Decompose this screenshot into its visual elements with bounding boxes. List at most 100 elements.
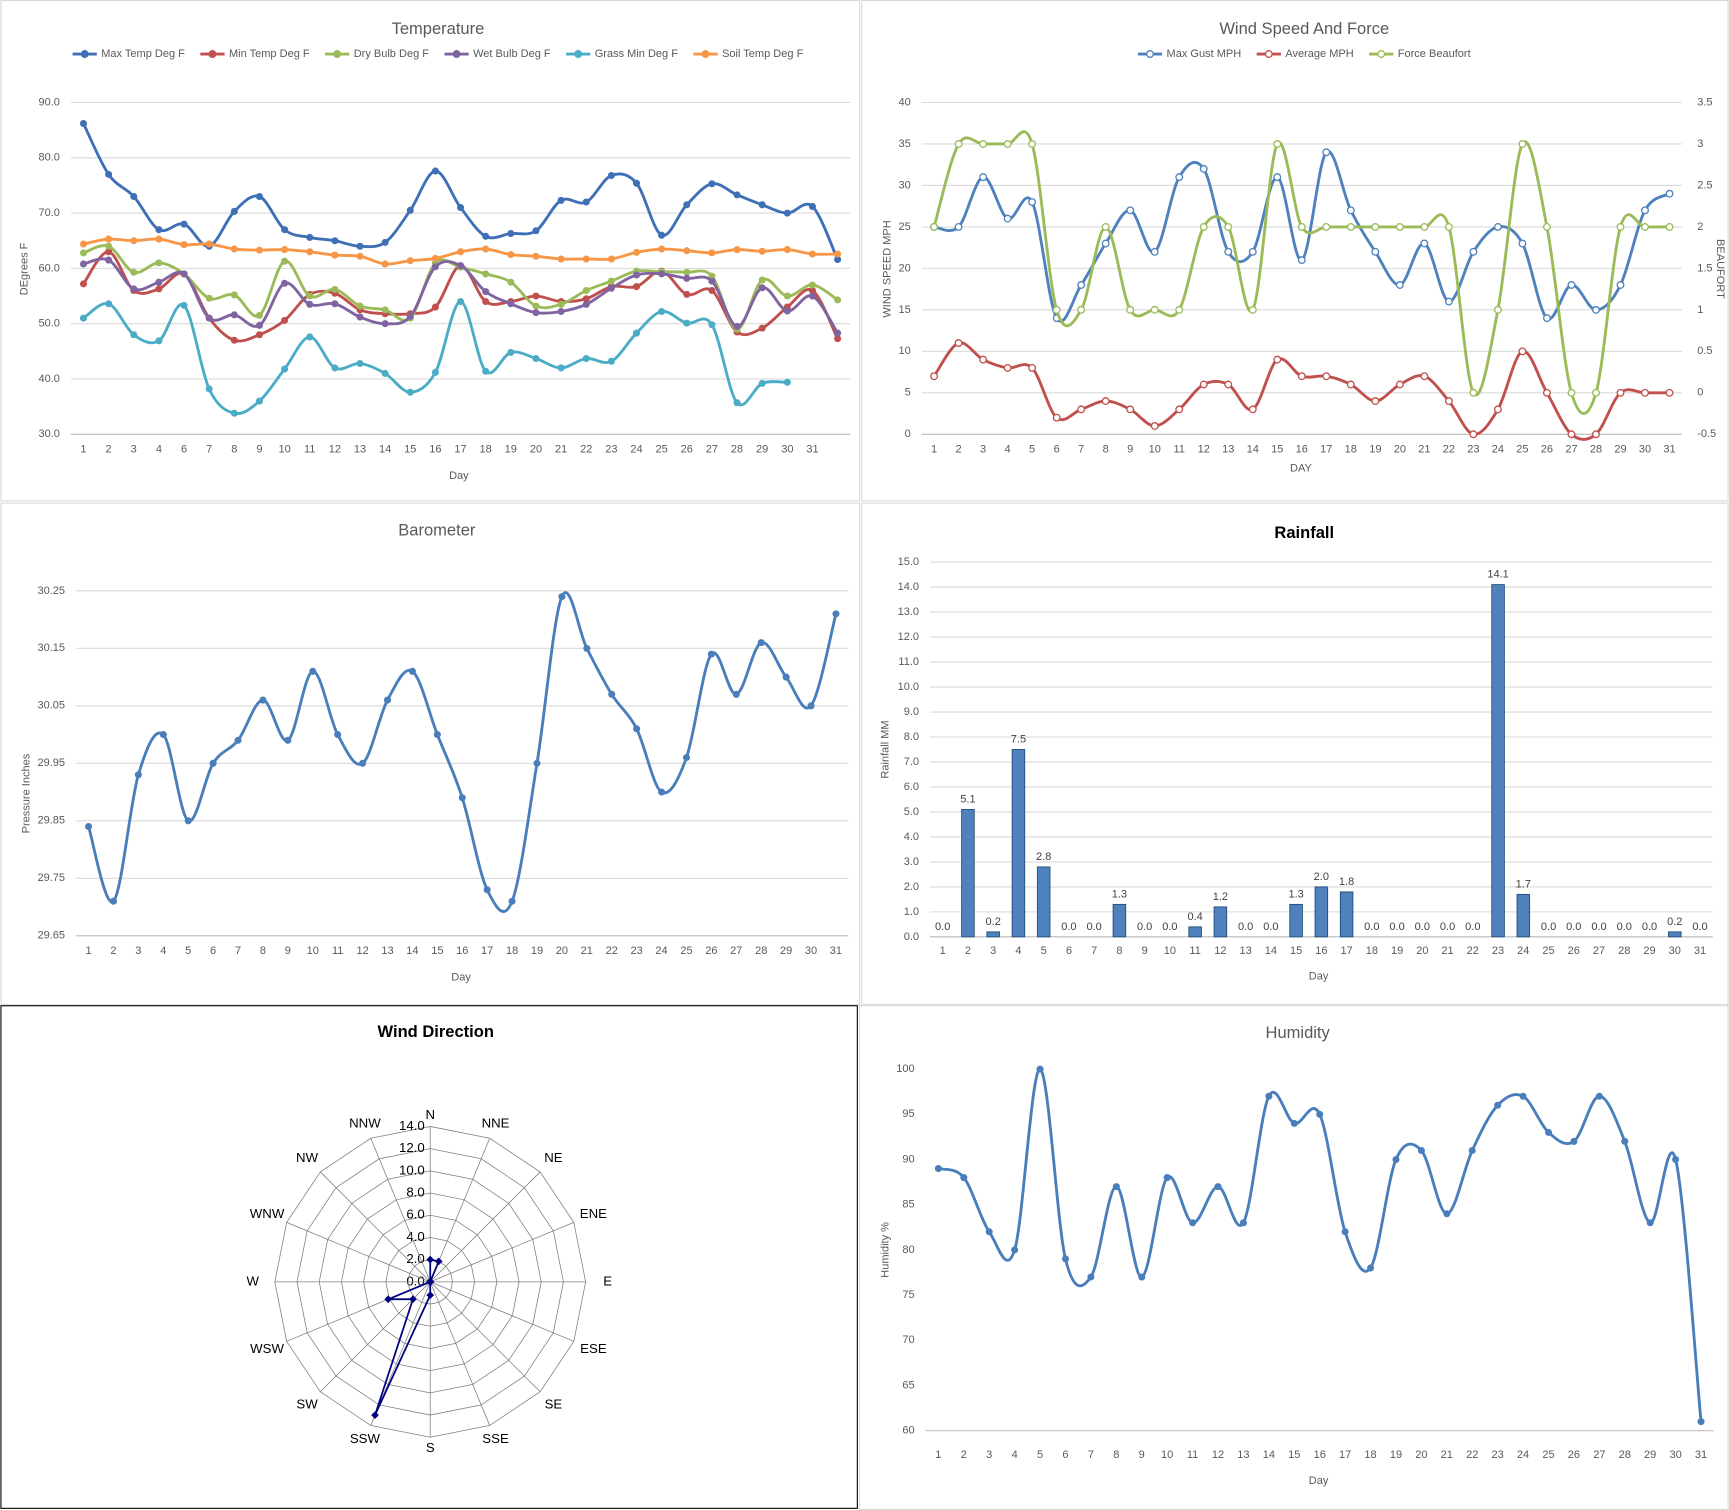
x-tick-label: 12: [329, 444, 341, 456]
data-point: [1395, 222, 1404, 231]
data-point: [205, 240, 213, 248]
data-point: [557, 196, 565, 204]
data-point: [1175, 173, 1184, 182]
data-point: [808, 286, 816, 295]
category-label: SW: [296, 1397, 318, 1412]
x-axis-label: DAY: [1290, 462, 1312, 474]
data-label: 0.0: [1541, 921, 1556, 933]
data-point: [331, 251, 339, 259]
x-tick-label: 26: [1541, 444, 1553, 456]
x-tick-label: 18: [480, 444, 492, 456]
spoke: [429, 1281, 491, 1426]
x-tick-label: 16: [1296, 444, 1308, 456]
data-point: [582, 295, 590, 303]
y-tick-label: 5.0: [904, 806, 919, 818]
x-tick-label: 31: [1694, 945, 1706, 957]
data-point: [1101, 222, 1110, 231]
data-point: [808, 281, 816, 289]
category-label: NNW: [349, 1116, 381, 1131]
y-tick-label: 7.0: [904, 756, 919, 768]
data-point: [708, 321, 716, 329]
x-tick-label: 8: [1103, 444, 1109, 456]
x-tick-label: 31: [1663, 444, 1675, 456]
data-point: [1443, 1210, 1451, 1218]
r-tick-label: 10.0: [399, 1162, 425, 1177]
y-tick-label: 25: [899, 221, 911, 233]
y-tick-label: 29.85: [38, 815, 66, 827]
x-tick-label: 5: [1037, 1449, 1043, 1461]
y2-tick-label: 2: [1697, 221, 1703, 233]
y-tick-label: 40: [899, 96, 911, 108]
series-line: [937, 1067, 1703, 1422]
x-tick-label: 27: [1565, 444, 1577, 456]
data-point: [1493, 222, 1502, 231]
spoke: [430, 1281, 574, 1342]
data-point: [431, 303, 439, 311]
data-point: [1417, 1146, 1425, 1154]
x-axis-label: Day: [1309, 1475, 1329, 1487]
bar: [986, 931, 1000, 938]
bar: [1011, 749, 1026, 938]
r-tick-label: 12.0: [399, 1140, 425, 1155]
x-tick-label: 11: [1174, 444, 1185, 456]
data-point: [1641, 388, 1649, 397]
data-point: [105, 170, 113, 178]
data-point: [381, 369, 389, 377]
category-label: SE: [545, 1397, 563, 1412]
data-point: [532, 292, 540, 300]
data-point: [1567, 430, 1576, 439]
data-point: [306, 300, 314, 308]
data-point: [783, 209, 791, 217]
data-point: [783, 246, 791, 254]
y-tick-label: 10: [899, 345, 911, 357]
x-tick-label: 14: [1247, 444, 1259, 456]
data-point: [607, 277, 615, 285]
y-tick-label: 29.95: [38, 757, 66, 769]
y-tick-label: 65: [902, 1379, 914, 1391]
legend-marker: [574, 50, 583, 58]
y2-tick-label: 3.5: [1697, 96, 1712, 108]
data-point: [960, 1174, 968, 1182]
data-point: [1239, 1219, 1247, 1227]
x-tick-label: 25: [680, 945, 692, 957]
data-point: [733, 191, 741, 199]
data-point: [1646, 1219, 1654, 1227]
data-label: 0.0: [1238, 921, 1253, 933]
x-tick-label: 21: [1441, 945, 1453, 957]
data-point: [532, 309, 540, 317]
data-point: [431, 263, 439, 271]
data-point: [457, 248, 465, 256]
data-point: [309, 667, 317, 675]
x-tick-label: 17: [1340, 945, 1352, 957]
data-point: [155, 259, 163, 267]
data-point: [632, 329, 641, 337]
bar: [1516, 893, 1531, 938]
y-tick-label: 30: [899, 179, 911, 191]
x-tick-label: 17: [1339, 1449, 1351, 1461]
x-tick-label: 1: [85, 945, 91, 957]
data-point: [708, 180, 716, 188]
data-point: [557, 300, 565, 308]
x-tick-label: 7: [1088, 1449, 1094, 1461]
data-point: [1542, 314, 1551, 323]
legend-marker: [208, 50, 217, 58]
data-point: [281, 365, 289, 373]
x-tick-label: 9: [1142, 945, 1148, 957]
data-point: [1003, 363, 1012, 372]
data-point: [508, 897, 516, 905]
data-point: [155, 278, 163, 286]
data-point: [954, 140, 963, 148]
data-point: [1297, 372, 1306, 381]
y-tick-label: 70: [902, 1334, 914, 1346]
data-point: [1273, 173, 1282, 182]
y-tick-label: 14.0: [898, 581, 919, 593]
data-label: 1.2: [1213, 891, 1228, 903]
bar: [1491, 584, 1505, 938]
data-label: 1.8: [1339, 876, 1354, 888]
x-tick-label: 30: [1669, 945, 1681, 957]
y2-tick-label: 0: [1697, 387, 1703, 399]
y2-tick-label: 3: [1697, 138, 1703, 150]
data-point: [255, 311, 263, 319]
x-tick-label: 25: [1542, 945, 1554, 957]
data-point: [1199, 380, 1208, 389]
